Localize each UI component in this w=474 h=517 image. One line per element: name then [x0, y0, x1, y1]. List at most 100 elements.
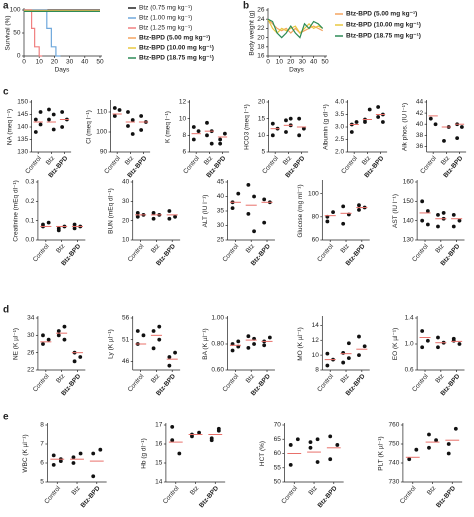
x-tick-label: 10	[276, 59, 284, 66]
x-tick-label: 10	[36, 59, 44, 66]
data-point	[246, 212, 251, 216]
data-point	[173, 350, 177, 355]
data-point	[33, 117, 38, 122]
legend-label: Btz (1.00 mg kg⁻¹)	[139, 15, 192, 22]
y-tick-label: 36	[416, 143, 424, 150]
y-tick-label: 0.1	[25, 217, 34, 224]
x-tick-label: Control	[221, 242, 240, 263]
y-axis-label: BUN (mEq dl⁻¹)	[107, 188, 114, 234]
data-point	[56, 228, 61, 233]
y-tick-label: 12	[179, 99, 187, 106]
data-point	[436, 345, 440, 350]
y-tick-label: 65	[274, 436, 282, 443]
data-point	[451, 212, 456, 217]
y-axis-label: HCT (%)	[259, 441, 266, 466]
data-point	[434, 438, 438, 443]
y-tick-label: 10	[312, 352, 320, 359]
data-point	[442, 138, 446, 143]
data-point	[284, 118, 288, 123]
x-tick-label: Control	[221, 372, 240, 393]
series-line	[267, 18, 324, 39]
data-point	[328, 434, 333, 439]
x-tick-label: Btz	[245, 243, 256, 255]
y-tick-label: 150	[17, 99, 28, 106]
x-tick-label: Control	[261, 154, 280, 175]
data-point	[72, 222, 77, 227]
x-tick-label: Btz	[434, 243, 445, 255]
data-point	[262, 197, 267, 202]
data-point	[297, 116, 302, 121]
y-axis-label: Creatinine (mEq dl⁻¹)	[13, 180, 20, 242]
y-axis-label: K (meq l⁻¹)	[164, 111, 171, 143]
data-point	[72, 359, 77, 364]
data-point	[167, 355, 172, 359]
data-point	[173, 214, 177, 219]
y-axis-label: Glucose (mg ml⁻¹)	[297, 184, 304, 237]
data-point	[446, 442, 451, 446]
y-axis-label: Body weight (g)	[249, 10, 256, 55]
data-point	[425, 338, 430, 343]
data-point	[209, 436, 214, 441]
y-tick-label: 42	[416, 110, 424, 117]
data-point	[151, 216, 156, 221]
y-axis-label: HCO3 (meq l⁻¹)	[243, 104, 250, 150]
y-tick-label: 55	[274, 464, 282, 471]
data-point	[420, 199, 425, 204]
data-point	[130, 118, 135, 122]
y-tick-label: 40	[122, 179, 130, 186]
data-point	[236, 191, 241, 196]
x-axis-label: Days	[289, 67, 305, 74]
data-point	[167, 209, 172, 213]
y-axis-label: Hb (g dl⁻¹)	[141, 438, 148, 469]
data-point	[246, 346, 251, 350]
data-point	[246, 183, 251, 187]
data-point	[428, 116, 433, 121]
data-point	[216, 426, 221, 431]
data-point	[457, 342, 462, 346]
data-point	[126, 110, 130, 114]
y-tick-label: 100	[10, 7, 21, 14]
y-tick-label: 740	[389, 460, 400, 467]
y-axis-label: NE (K µl⁻¹)	[13, 328, 20, 360]
data-point	[262, 343, 267, 348]
data-point	[341, 360, 346, 365]
x-tick-label: Control	[411, 372, 430, 393]
y-tick-label: 140	[17, 124, 28, 131]
panel-label: b	[243, 1, 249, 12]
x-tick-label: Btz	[282, 155, 293, 167]
data-point	[78, 355, 83, 359]
x-tick-label: Control	[182, 154, 201, 175]
legend-label: Btz-BPD (10.00 mg kg⁻¹)	[346, 22, 421, 29]
y-tick-label: 38	[416, 132, 424, 139]
data-point	[170, 438, 175, 443]
data-point	[380, 120, 385, 124]
data-point	[328, 457, 333, 462]
data-point	[167, 363, 172, 368]
x-tick-label: Btz	[150, 373, 161, 385]
y-tick-label: 14	[312, 322, 320, 329]
data-point	[197, 430, 201, 435]
data-point	[209, 141, 214, 146]
data-point	[60, 110, 65, 114]
x-tick-label: Btz-BPD	[435, 485, 457, 510]
y-tick-label: 46	[122, 358, 130, 365]
data-point	[135, 214, 140, 219]
x-tick-label: Control	[103, 154, 122, 175]
x-tick-label: Btz-BPD	[80, 485, 102, 510]
data-point	[427, 445, 431, 450]
y-tick-label: 22	[27, 367, 35, 374]
y-axis-label: Alk phos. (IU l⁻¹)	[401, 103, 408, 151]
x-tick-label: Control	[399, 484, 418, 505]
x-tick-label: Btz	[245, 373, 256, 385]
data-point	[349, 130, 354, 134]
y-tick-label: 16	[155, 441, 163, 448]
data-point	[407, 457, 412, 462]
x-tick-label: Btz	[434, 373, 445, 385]
data-point	[62, 337, 67, 342]
data-point	[325, 363, 330, 368]
data-point	[308, 440, 313, 444]
data-point	[46, 337, 51, 342]
data-point	[130, 132, 135, 136]
y-tick-label: 5	[261, 149, 265, 156]
x-tick-label: Btz	[150, 243, 161, 255]
